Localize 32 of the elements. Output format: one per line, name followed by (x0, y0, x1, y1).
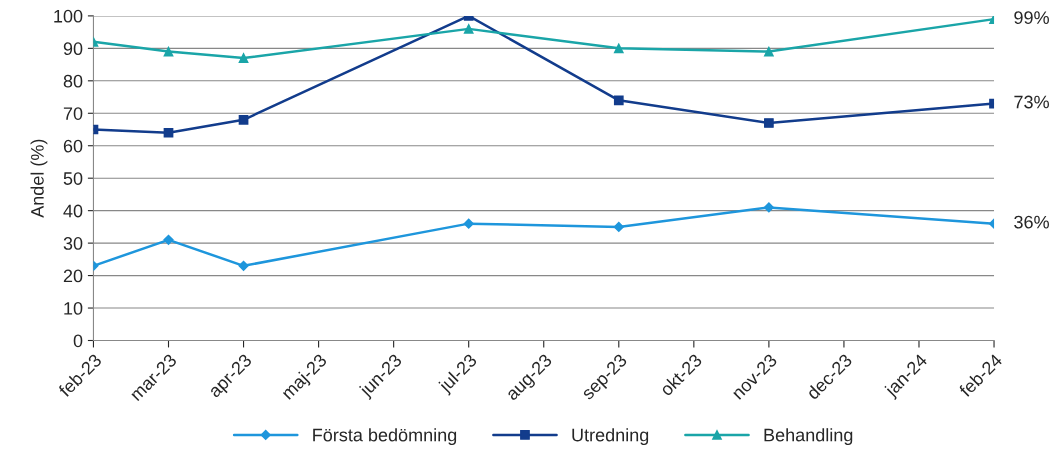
data-label: 36% (1014, 215, 1049, 229)
legend-label: Första bedömning (313, 428, 457, 445)
point (163, 127, 174, 138)
point (613, 95, 624, 106)
y-tick-label: 10 (64, 301, 83, 315)
point (764, 118, 774, 128)
y-tick-label: 50 (63, 172, 83, 185)
data-label: 73% (1014, 95, 1049, 109)
y-tick-label: 60 (63, 139, 83, 153)
point (764, 46, 774, 57)
point (613, 221, 624, 233)
y-axis-title: Andel (%) (30, 139, 48, 218)
y-tick-label: 90 (63, 42, 83, 56)
y-tick-label: 100 (54, 9, 83, 23)
y-tick-label: 30 (63, 237, 83, 250)
point (763, 202, 775, 213)
point (463, 24, 474, 34)
data-label: 99% (1014, 11, 1049, 24)
y-tick-label: 70 (63, 107, 83, 120)
y-tick-label: 0 (73, 334, 83, 348)
legend-label: Utredning (572, 428, 649, 445)
y-tick-label: 80 (63, 74, 83, 88)
point (238, 260, 249, 271)
y-tick-label: 20 (63, 269, 83, 283)
point (238, 114, 249, 125)
point (613, 43, 624, 54)
legend-label: Behandling (764, 428, 853, 445)
point (163, 234, 174, 245)
point (163, 46, 174, 57)
y-tick-label: 40 (63, 204, 83, 218)
point (238, 53, 249, 63)
point (463, 218, 474, 229)
